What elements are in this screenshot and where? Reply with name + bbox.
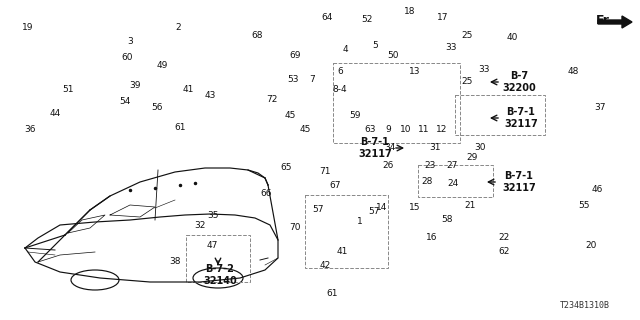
Text: T234B1310B: T234B1310B — [560, 301, 610, 310]
Text: 72: 72 — [266, 95, 278, 105]
Text: 28: 28 — [421, 178, 433, 187]
Text: 50: 50 — [387, 51, 399, 60]
Text: 56: 56 — [151, 103, 163, 113]
Text: 47: 47 — [206, 241, 218, 250]
Text: 61: 61 — [174, 124, 186, 132]
Text: 51: 51 — [62, 85, 74, 94]
Text: 66: 66 — [260, 188, 272, 197]
Text: 57: 57 — [368, 207, 380, 217]
Text: 10: 10 — [400, 125, 412, 134]
Text: 40: 40 — [506, 34, 518, 43]
Text: 70: 70 — [289, 223, 301, 233]
Text: 29: 29 — [467, 154, 477, 163]
Text: 34: 34 — [384, 143, 396, 153]
Text: 13: 13 — [409, 68, 420, 76]
Text: 32: 32 — [195, 220, 205, 229]
Bar — [333, 63, 460, 143]
Text: 30: 30 — [474, 143, 486, 153]
Text: 22: 22 — [499, 234, 509, 243]
Text: 68: 68 — [252, 30, 263, 39]
Text: 41: 41 — [336, 247, 348, 257]
Bar — [186, 235, 250, 282]
Text: 58: 58 — [441, 215, 452, 225]
Text: 37: 37 — [595, 103, 605, 113]
Text: 7: 7 — [309, 76, 315, 84]
Text: 39: 39 — [129, 81, 141, 90]
Text: 36: 36 — [24, 125, 36, 134]
Text: 25: 25 — [461, 30, 473, 39]
Text: 38: 38 — [169, 258, 180, 267]
Text: 16: 16 — [426, 234, 438, 243]
Text: 12: 12 — [436, 125, 448, 134]
Text: 26: 26 — [382, 161, 394, 170]
Text: B-7-1
32117: B-7-1 32117 — [504, 107, 538, 129]
Text: 21: 21 — [464, 201, 476, 210]
Text: 71: 71 — [319, 167, 331, 177]
Text: B-7
32200: B-7 32200 — [502, 71, 536, 93]
Text: 18: 18 — [404, 7, 416, 17]
Bar — [455, 95, 545, 135]
Text: 69: 69 — [289, 51, 301, 60]
Text: 2: 2 — [175, 23, 181, 33]
Text: 19: 19 — [22, 23, 34, 33]
Text: 59: 59 — [349, 110, 361, 119]
Polygon shape — [598, 16, 632, 28]
Text: B-7-1
32117: B-7-1 32117 — [358, 137, 392, 159]
Text: 14: 14 — [376, 203, 388, 212]
Text: 15: 15 — [409, 203, 420, 212]
Text: 61: 61 — [326, 290, 338, 299]
Text: 42: 42 — [319, 260, 331, 269]
Text: 63: 63 — [364, 125, 376, 134]
Text: 65: 65 — [280, 163, 292, 172]
Text: 20: 20 — [586, 241, 596, 250]
Text: 23: 23 — [424, 161, 436, 170]
Text: 11: 11 — [419, 125, 429, 134]
Text: 24: 24 — [447, 180, 459, 188]
Text: 41: 41 — [182, 85, 194, 94]
Text: 49: 49 — [156, 60, 168, 69]
Text: 62: 62 — [499, 247, 509, 257]
Text: 35: 35 — [207, 211, 219, 220]
Bar — [305, 195, 388, 268]
Text: 44: 44 — [49, 108, 61, 117]
Text: 46: 46 — [591, 186, 603, 195]
Text: 55: 55 — [579, 201, 589, 210]
Text: 52: 52 — [362, 15, 372, 25]
Text: 5: 5 — [372, 41, 378, 50]
Text: 54: 54 — [119, 98, 131, 107]
Bar — [418, 165, 493, 197]
Text: 45: 45 — [300, 125, 310, 134]
Text: 64: 64 — [321, 13, 333, 22]
Text: 57: 57 — [312, 205, 324, 214]
Text: 33: 33 — [478, 66, 490, 75]
Text: 6: 6 — [337, 68, 343, 76]
Text: 53: 53 — [287, 76, 299, 84]
Text: 8-4: 8-4 — [333, 85, 348, 94]
Text: B-7-2
32140: B-7-2 32140 — [203, 264, 237, 286]
Text: 48: 48 — [567, 68, 579, 76]
Text: 67: 67 — [329, 180, 340, 189]
Text: 17: 17 — [437, 13, 449, 22]
Text: 4: 4 — [342, 45, 348, 54]
Text: 27: 27 — [446, 161, 458, 170]
Text: 60: 60 — [121, 52, 132, 61]
Text: 1: 1 — [357, 218, 363, 227]
Text: 43: 43 — [204, 91, 216, 100]
Text: 3: 3 — [127, 37, 133, 46]
Text: 9: 9 — [385, 125, 391, 134]
Text: 45: 45 — [284, 110, 296, 119]
Text: Fr.: Fr. — [596, 14, 613, 27]
Text: 25: 25 — [461, 77, 473, 86]
Text: B-7-1
32117: B-7-1 32117 — [502, 171, 536, 193]
Text: 31: 31 — [429, 143, 441, 153]
Text: 33: 33 — [445, 43, 457, 52]
